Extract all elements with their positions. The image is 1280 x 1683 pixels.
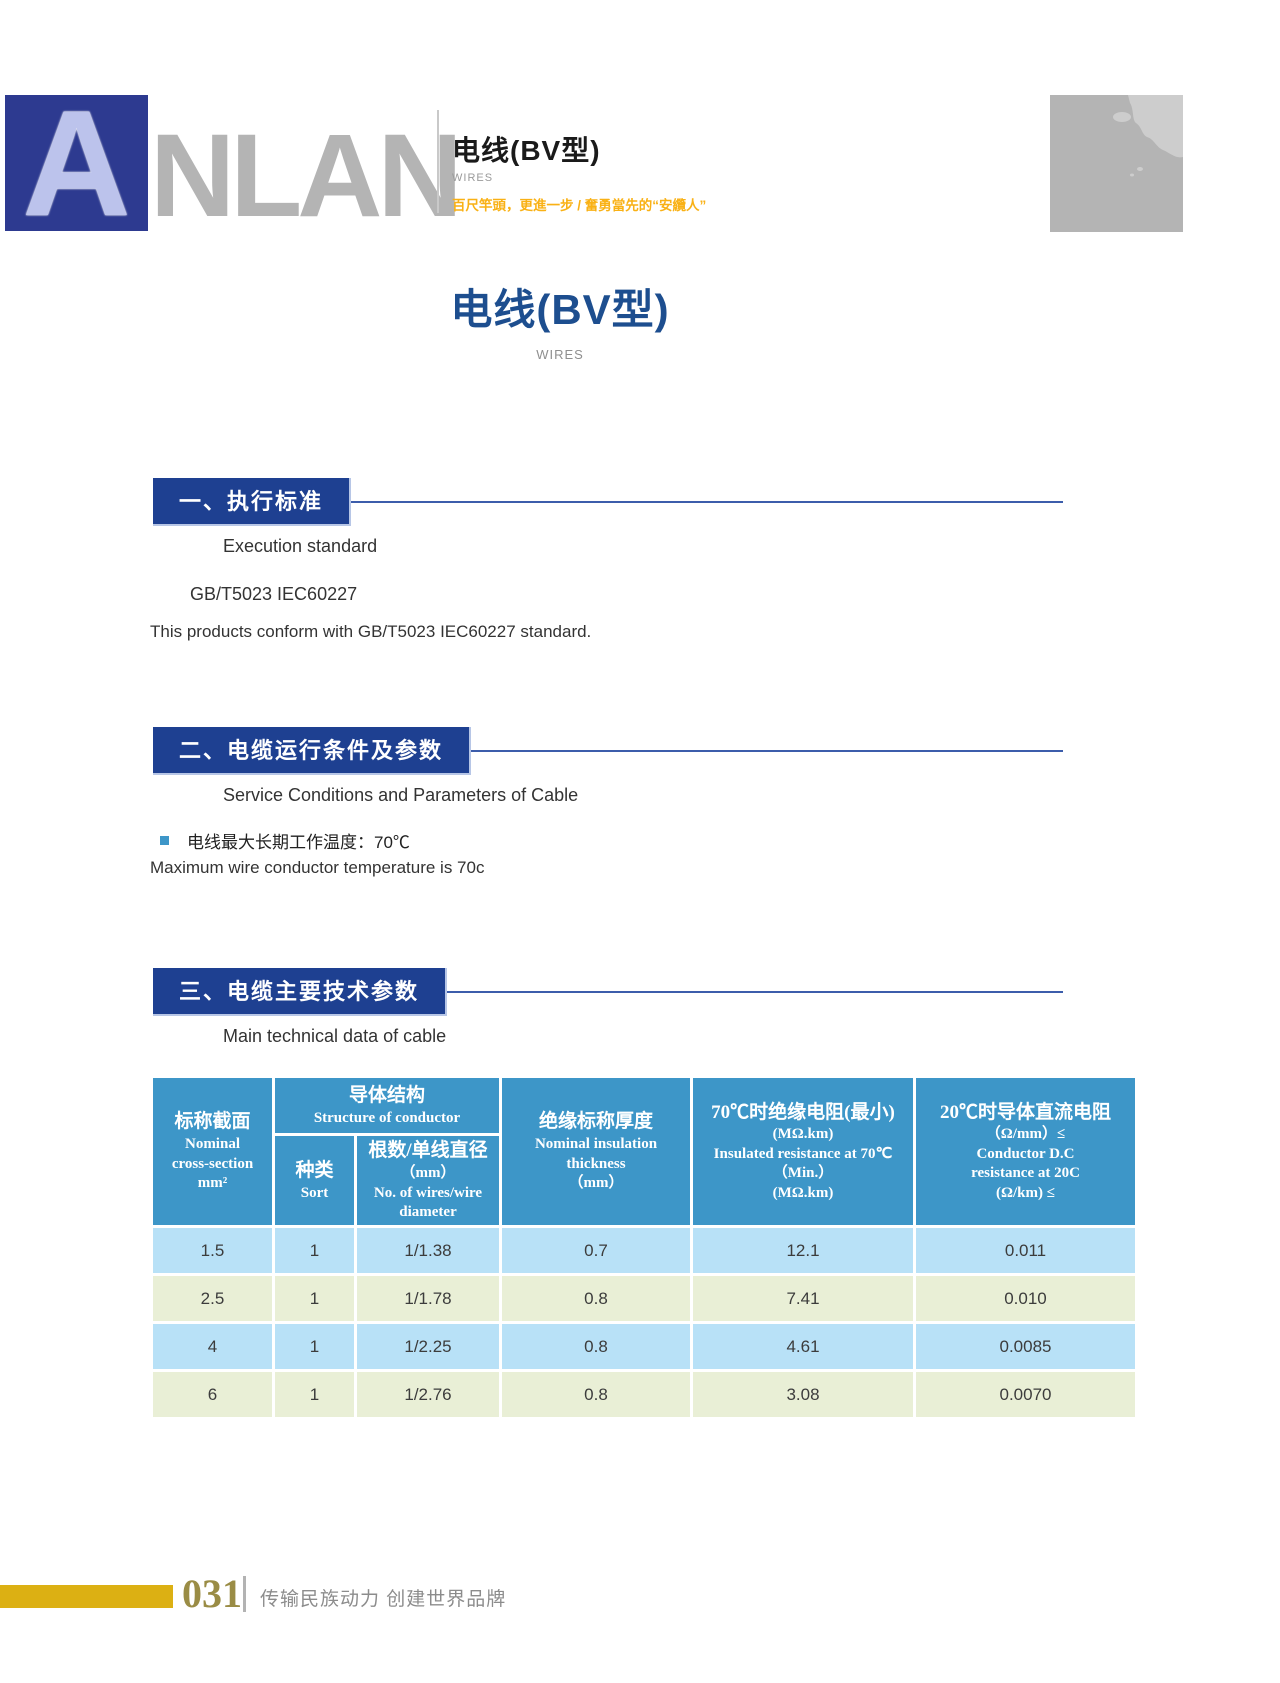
table-header: 标称截面 Nominal cross-section mm² 导体结构 Stru…	[150, 1075, 1138, 1228]
col-header-sort: 种类 Sort	[272, 1133, 357, 1228]
section3-subtitle: Main technical data of cable	[223, 1026, 447, 1046]
brand-letter-a: A	[22, 95, 131, 231]
footer-divider	[243, 1576, 246, 1612]
table-cell: 1	[272, 1321, 357, 1372]
col-header-wires-diameter: 根数/单线直径 （mm） No. of wires/wire diameter	[354, 1133, 502, 1228]
table-cell: 0.8	[499, 1369, 693, 1420]
col-header-insulation: 绝缘标称厚度 Nominal insulation thickness （mm）	[499, 1075, 693, 1228]
table-cell: 0.8	[499, 1273, 693, 1324]
section1-subtitle: Execution standard	[223, 536, 378, 556]
brand-logo-text: NLAN	[150, 110, 463, 242]
col-header-nominal: 标称截面 Nominal cross-section mm²	[150, 1075, 275, 1228]
brand-tagline: 百尺竿頭，更進一步 / 奮勇當先的“安纜人”	[452, 198, 707, 213]
section2-subtitle: Service Conditions and Parameters of Cab…	[223, 785, 579, 805]
table-cell: 0.7	[499, 1225, 693, 1276]
section1-badge: 一、执行标准	[153, 478, 352, 526]
header-product-title: 电线(BV型)	[452, 135, 601, 166]
section2-badge: 二、电缆运行条件及参数	[153, 727, 472, 775]
table-row: 1.5 1 1/1.38 0.7 12.1 0.011	[150, 1225, 1138, 1276]
header-product-subtitle: WIRES	[452, 172, 494, 184]
section-technical-data: 三、电缆主要技术参数 Main technical data of cable	[153, 968, 1063, 1047]
table-cell: 6	[150, 1369, 275, 1420]
brand-divider	[437, 110, 439, 213]
table-cell: 0.8	[499, 1321, 693, 1372]
section2-header: 二、电缆运行条件及参数	[153, 727, 1063, 775]
brand-info: 电线(BV型) WIRES 百尺竿頭，更進一步 / 奮勇當先的“安纜人”	[452, 129, 1012, 214]
table-cell: 1/1.38	[354, 1225, 502, 1276]
section1-rule-line	[351, 501, 1063, 503]
table-cell: 12.1	[690, 1225, 916, 1276]
table-cell: 4.61	[690, 1321, 916, 1372]
table-cell: 4	[150, 1321, 275, 1372]
section1-header: 一、执行标准	[153, 478, 1063, 526]
technical-data-table: 标称截面 Nominal cross-section mm² 导体结构 Stru…	[150, 1075, 1138, 1420]
table-cell: 0.0085	[913, 1321, 1138, 1372]
table-cell: 1	[272, 1225, 357, 1276]
section3-header: 三、电缆主要技术参数	[153, 968, 1063, 1016]
table-cell: 7.41	[690, 1273, 916, 1324]
map-image	[1050, 95, 1183, 232]
section3-badge: 三、电缆主要技术参数	[153, 968, 448, 1016]
col-header-resistance-20: 20℃时导体直流电阻 （Ω/mm）≤ Conductor D.C resista…	[913, 1075, 1138, 1228]
max-temperature-zh: 电线最大长期工作温度：70℃	[187, 833, 410, 852]
page-number: 031	[182, 1571, 242, 1616]
max-temperature-en: Maximum wire conductor temperature is 70…	[150, 858, 485, 877]
map-graphic	[1050, 95, 1183, 232]
table-cell: 1/1.78	[354, 1273, 502, 1324]
standard-statement: This products conform with GB/T5023 IEC6…	[150, 622, 592, 641]
table-cell: 0.011	[913, 1225, 1138, 1276]
table-row: 6 1 1/2.76 0.8 3.08 0.0070	[150, 1369, 1138, 1420]
standard-codes: GB/T5023 IEC60227	[190, 584, 358, 604]
table-row: 4 1 1/2.25 0.8 4.61 0.0085	[150, 1321, 1138, 1372]
section-service-conditions: 二、电缆运行条件及参数 Service Conditions and Param…	[153, 727, 1063, 806]
table-row: 2.5 1 1/1.78 0.8 7.41 0.010	[150, 1273, 1138, 1324]
table-cell: 1	[272, 1369, 357, 1420]
table-cell: 1.5	[150, 1225, 275, 1276]
table-cell: 1	[272, 1273, 357, 1324]
section2-rule-line	[471, 750, 1063, 752]
section-execution-standard: 一、执行标准 Execution standard	[153, 478, 1063, 557]
page-title-block: 电线(BV型) WIRES	[0, 276, 1120, 362]
table-cell: 1/2.25	[354, 1321, 502, 1372]
page-title: 电线(BV型)	[450, 286, 670, 333]
table-cell: 2.5	[150, 1273, 275, 1324]
footer-slogan: 传输民族动力 创建世界品牌	[260, 1589, 507, 1610]
table-cell: 0.010	[913, 1273, 1138, 1324]
max-temperature-bullet: 电线最大长期工作温度：70℃	[160, 828, 410, 853]
table-cell: 3.08	[690, 1369, 916, 1420]
col-header-structure: 导体结构 Structure of conductor	[272, 1075, 502, 1136]
bullet-square-icon	[160, 836, 169, 845]
section3-rule-line	[447, 991, 1063, 993]
table-cell: 0.0070	[913, 1369, 1138, 1420]
page-title-en: WIRES	[536, 347, 584, 362]
footer-gold-bar	[0, 1585, 173, 1608]
col-header-resistance-70: 70℃时绝缘电阻(最小) (MΩ.km) Insulated resistanc…	[690, 1075, 916, 1228]
table-cell: 1/2.76	[354, 1369, 502, 1420]
brand-logo-a-tile: A	[5, 95, 148, 231]
